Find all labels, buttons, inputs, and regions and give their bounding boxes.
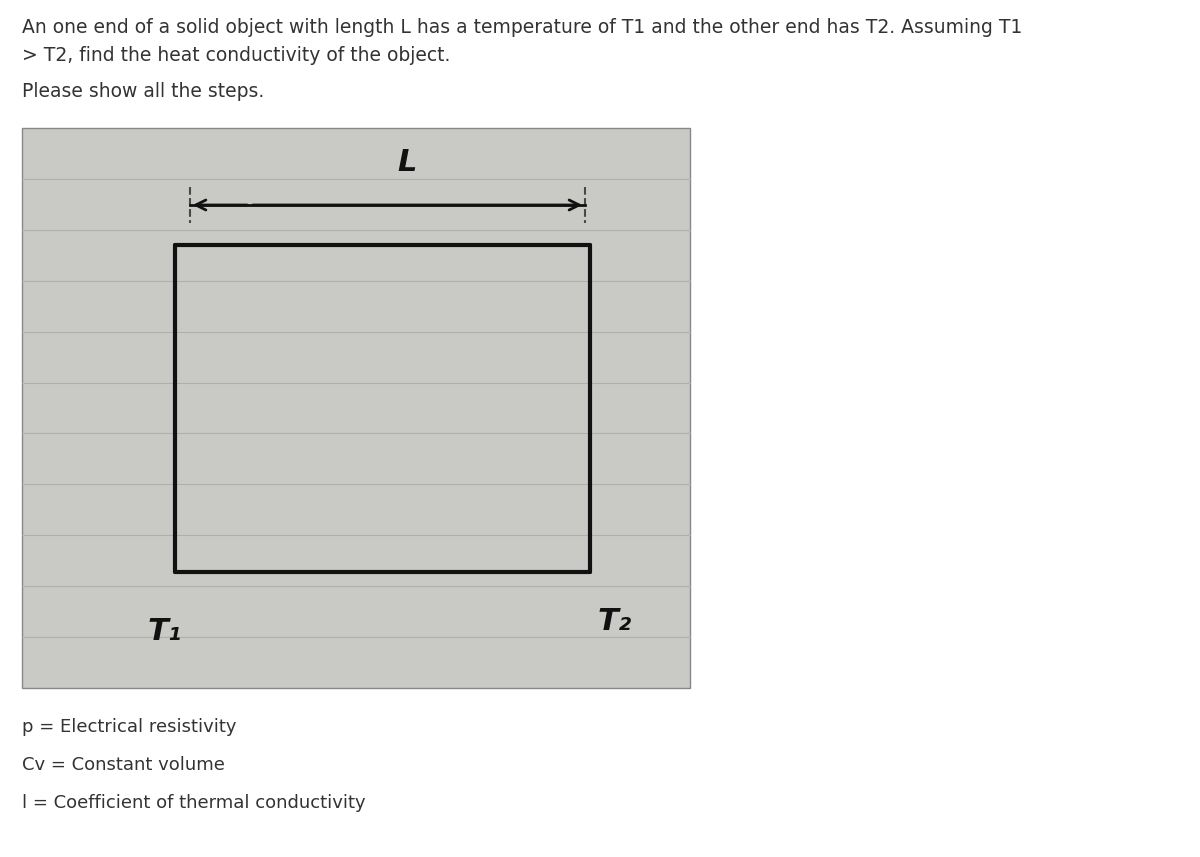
Text: l = Coefficient of thermal conductivity: l = Coefficient of thermal conductivity [22, 794, 366, 812]
Text: T₂: T₂ [598, 607, 632, 636]
Text: Please show all the steps.: Please show all the steps. [22, 82, 264, 101]
Text: Cv = Constant volume: Cv = Constant volume [22, 756, 224, 774]
Text: > T2, find the heat conductivity of the object.: > T2, find the heat conductivity of the … [22, 46, 450, 65]
Text: p = Electrical resistivity: p = Electrical resistivity [22, 718, 236, 736]
Text: An one end of a solid object with length L has a temperature of T1 and the other: An one end of a solid object with length… [22, 18, 1022, 37]
Bar [22, 128, 690, 688]
Text: L: L [398, 148, 418, 177]
Text: T₁: T₁ [148, 617, 182, 646]
